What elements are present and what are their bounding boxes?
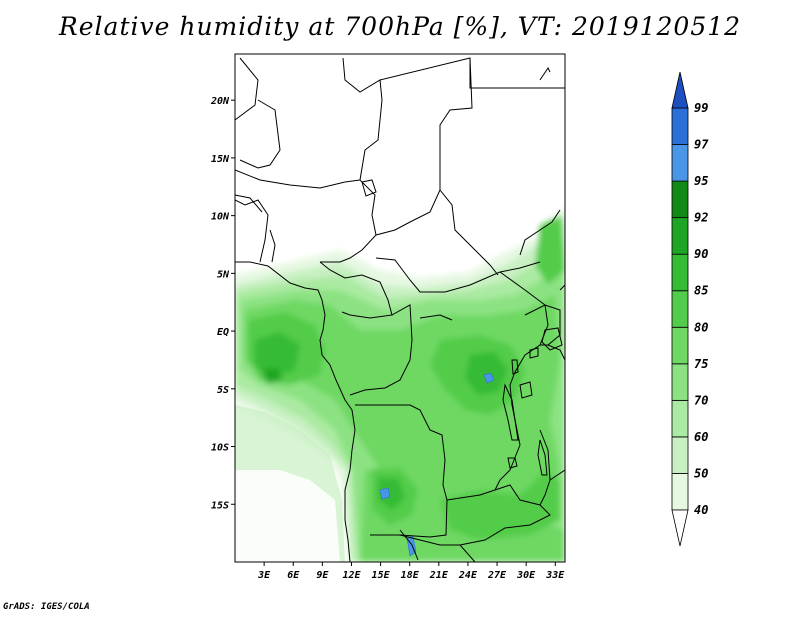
river-congo: [419, 314, 453, 321]
lat-tick-label: 10S: [211, 443, 229, 454]
border-tanzania: [547, 344, 565, 361]
lon-tick-label: 3E: [257, 570, 271, 581]
colorbar: 40 50 60 70 75 80 85 90 92 95 97 99: [671, 71, 709, 547]
map-axes: 20N 15N 10N 5N EQ 5S 10S 15S 3E 6E 9E 12E 15E 18E 21E 2…: [210, 53, 566, 581]
border-burkina: [235, 194, 263, 213]
okavango: [399, 529, 419, 561]
country-borders: [235, 57, 565, 562]
rh-band-90-central: [465, 352, 508, 395]
border-chad-sudan: [379, 57, 499, 276]
colorbar-top-arrow: [671, 71, 689, 109]
lon-tick-label: 33E: [545, 570, 565, 581]
lat-tick-label: 20N: [210, 96, 230, 107]
lon-tick-label: 27E: [487, 570, 507, 581]
lake-kivu: [511, 359, 519, 375]
colorbar-label: 95: [694, 174, 708, 188]
colorbar-swatch: [671, 144, 689, 182]
rh-band-92: [262, 368, 282, 384]
rh-band-90-west: [255, 332, 300, 378]
humidity-field: [235, 205, 565, 562]
lake-victoria: [541, 327, 563, 351]
lon-tick-label: 6E: [287, 570, 300, 581]
colorbar-swatch: [671, 436, 689, 474]
border-benin: [269, 229, 276, 263]
colorbar-label: 85: [694, 284, 708, 298]
rh-pocket-97-central: [483, 372, 495, 384]
colorbar-bottom-arrow: [671, 509, 689, 547]
border-nigeria: [235, 199, 269, 263]
border-namibia: [370, 534, 476, 562]
border-mozambique: [549, 469, 565, 481]
colorbar-swatch: [671, 473, 689, 511]
border-car-south: [375, 257, 541, 293]
colorbar-label: 60: [694, 430, 708, 444]
colorbar-swatch: [671, 217, 689, 255]
border-cameroon: [319, 261, 393, 319]
humidity-map: 20N 15N 10N 5N EQ 5S 10S 15S 3E 6E 9E 12E 15E 18E 21E 2…: [210, 53, 709, 581]
rh-band-90-angola: [378, 478, 405, 510]
colorbar-swatch: [671, 180, 689, 219]
coastline: [235, 261, 356, 562]
colorbar-label: 80: [694, 320, 708, 334]
lon-tick-label: 18E: [401, 570, 420, 581]
lon-tick-label: 30E: [516, 570, 536, 581]
lake-mweru: [507, 457, 518, 469]
border-kenya: [559, 284, 565, 291]
map-frame: [234, 53, 566, 563]
border-congo: [349, 304, 413, 396]
lon-tick-label: 9E: [316, 570, 329, 581]
rh-gap-atlantic-white: [235, 470, 340, 562]
colorbar-label: 75: [694, 357, 708, 371]
border-north: [320, 57, 383, 263]
red-sea: [539, 67, 551, 81]
lat-tick-label: 5N: [217, 269, 230, 280]
lat-tick-label: 5S: [217, 385, 229, 396]
lat-tick-label: EQ: [217, 327, 229, 338]
lon-tick-label: 15E: [372, 570, 391, 581]
colorbar-swatch: [671, 107, 689, 145]
lon-tick-label: 24E: [458, 570, 478, 581]
map-title: Relative humidity at 700hPa [%], VT: 201…: [58, 12, 742, 41]
border-libya: [469, 58, 565, 89]
border-niger: [235, 169, 361, 189]
border-mali-east: [239, 99, 281, 169]
colorbar-swatch: [671, 290, 689, 328]
lat-tick-label: 15N: [211, 154, 230, 165]
colorbar-label: 50: [694, 466, 708, 480]
colorbar-label: 90: [694, 247, 708, 261]
colorbar-label: 40: [694, 503, 708, 517]
colorbar-swatch: [671, 326, 689, 365]
border-mali-niger: [235, 57, 259, 121]
nile: [519, 209, 561, 256]
border-drc-east: [494, 271, 549, 491]
lat-tick-label: 10N: [211, 212, 230, 223]
border-uganda: [524, 304, 561, 346]
colorbar-swatch: [671, 253, 689, 292]
border-angola: [355, 404, 448, 538]
rh-band-85-southeast: [440, 470, 560, 540]
lake-chad: [361, 179, 377, 197]
rh-pocket-97-angola: [379, 487, 391, 500]
lake-malawi: [537, 439, 548, 476]
colorbar-label: 97: [694, 138, 709, 152]
lon-tick-label: 12E: [342, 570, 361, 581]
colorbar-label: 99: [694, 101, 708, 115]
rh-band-85-east: [535, 215, 565, 285]
border-rwanda: [519, 381, 533, 399]
colorbar-label: 70: [694, 393, 708, 407]
colorbar-swatch: [671, 399, 689, 438]
lon-tick-label: 21E: [429, 570, 449, 581]
colorbar-label: 92: [694, 211, 708, 225]
border-car: [375, 189, 441, 236]
colorbar-swatch: [671, 363, 689, 401]
lake-tanganyika: [502, 383, 519, 441]
lake-edward: [529, 347, 539, 359]
lat-tick-label: 15S: [211, 500, 229, 511]
grads-footer: GrADS: IGES/COLA: [3, 602, 90, 612]
